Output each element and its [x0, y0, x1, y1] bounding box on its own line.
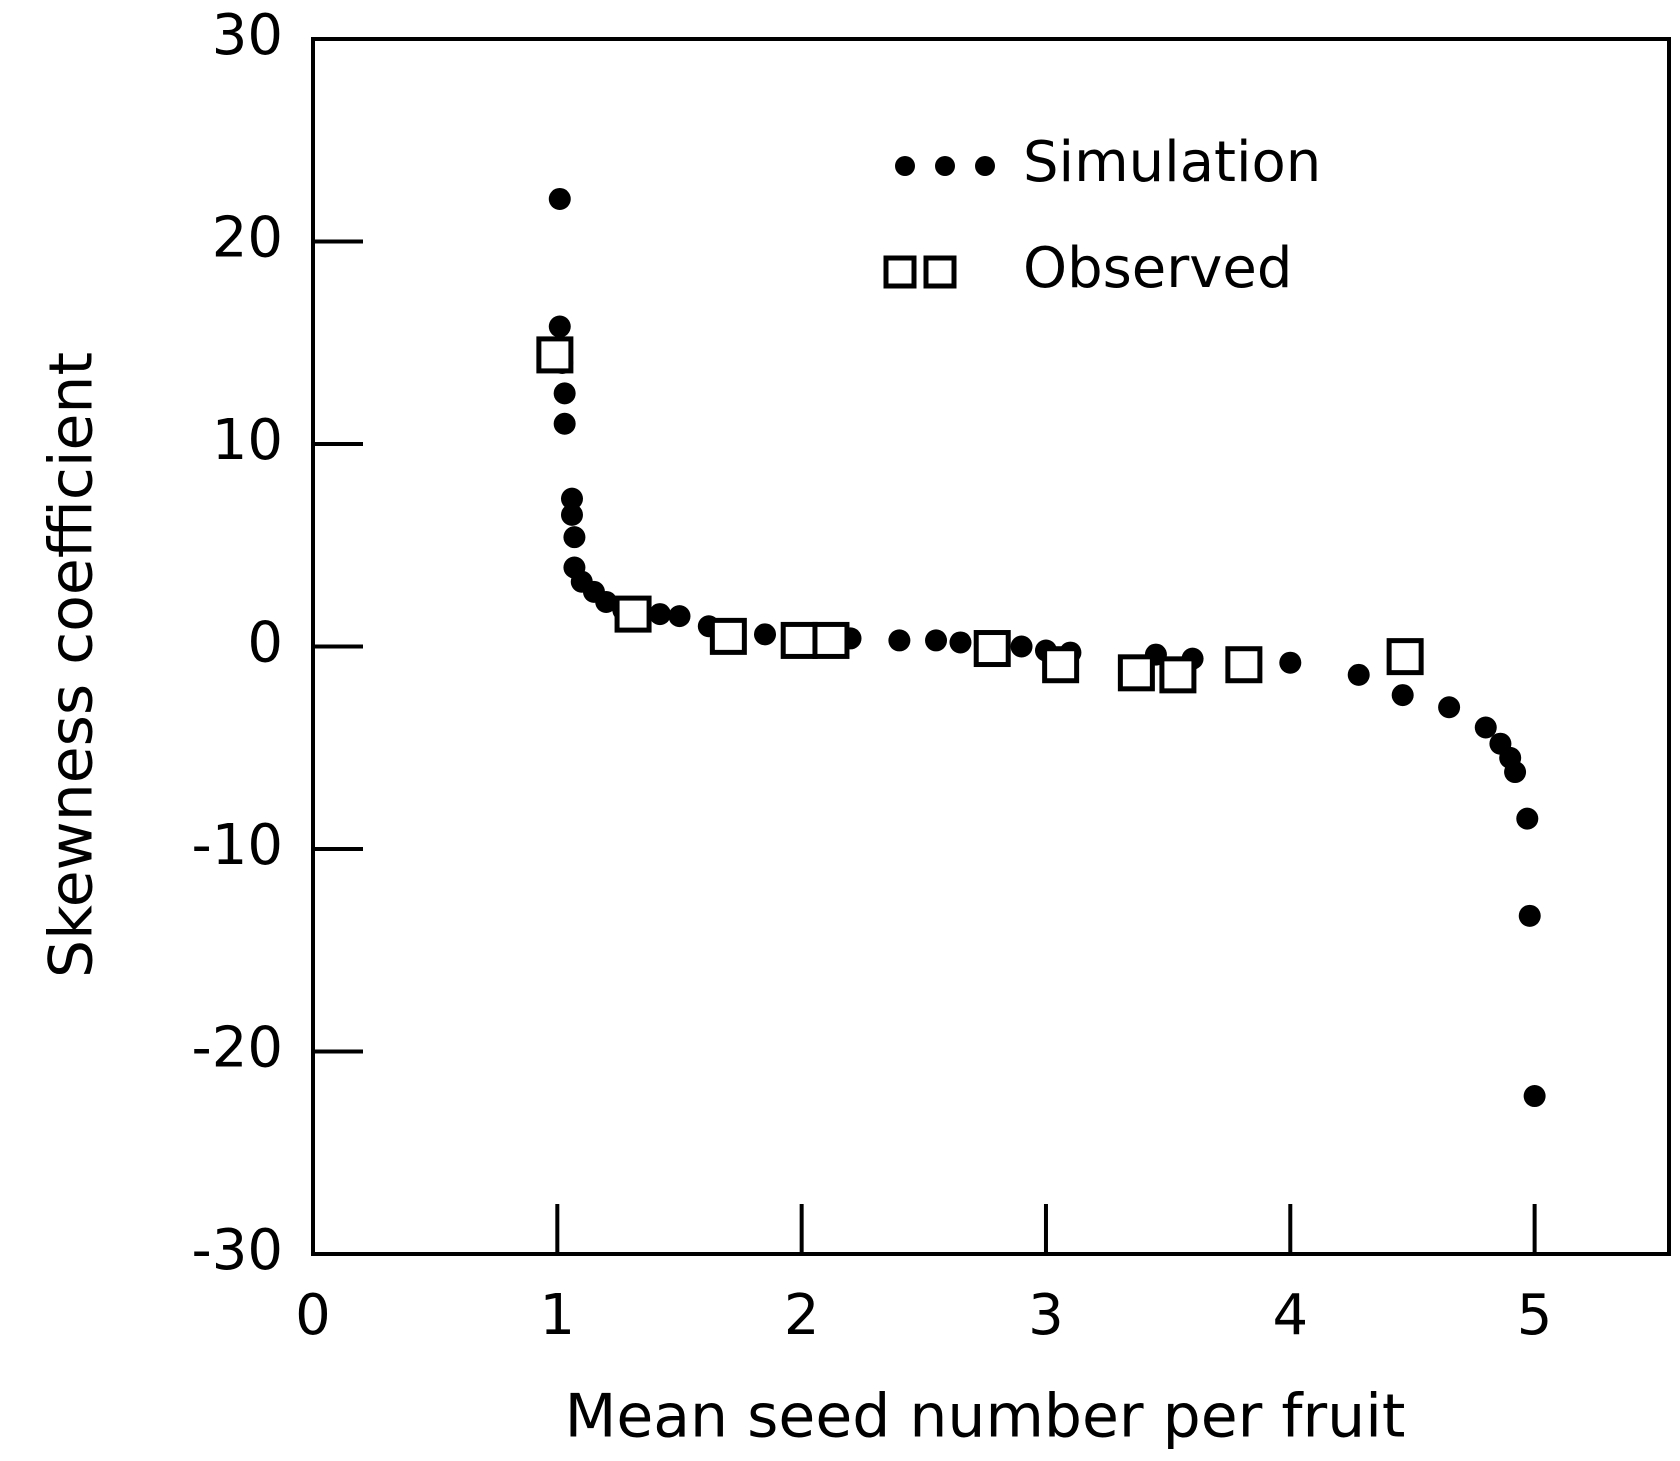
observed-point — [973, 630, 1011, 668]
observed-point — [1386, 638, 1424, 676]
y-tick-label: -30 — [192, 1218, 283, 1283]
simulation-point — [1518, 904, 1541, 927]
x-tick-label: 4 — [1272, 1283, 1308, 1348]
simulation-point — [1504, 761, 1527, 784]
simulation-point — [1010, 635, 1033, 658]
y-axis-label: Skewness coefficient — [37, 352, 107, 978]
simulation-point — [563, 526, 586, 549]
simulation-point — [888, 629, 911, 652]
simulation-point — [553, 412, 576, 435]
y-tick-label: 10 — [212, 408, 283, 473]
x-axis-label: Mean seed number per fruit — [565, 1382, 1406, 1452]
simulation-point — [1391, 684, 1414, 707]
simulation-point — [754, 623, 776, 646]
simulation-point — [1523, 1085, 1546, 1108]
observed-point — [1042, 646, 1080, 684]
simulation-point — [1279, 651, 1302, 674]
observed-point — [709, 617, 747, 655]
y-tick-label: -10 — [192, 813, 283, 878]
simulation-point — [1474, 716, 1497, 739]
simulation-point — [560, 503, 583, 526]
legend-marker — [935, 156, 955, 176]
x-tick-label: 2 — [784, 1283, 820, 1348]
simulation-point — [1438, 696, 1461, 719]
legend-marker — [923, 255, 957, 289]
simulation-point — [560, 487, 583, 510]
x-tick-label: 1 — [540, 1283, 576, 1348]
observed-point — [812, 621, 850, 659]
observed-point — [1159, 656, 1197, 694]
legend-label: Simulation — [1023, 130, 1321, 195]
observed-point — [1117, 654, 1155, 692]
observed-point — [536, 336, 574, 374]
observed-point — [780, 621, 818, 659]
simulation-point — [548, 315, 571, 338]
x-tick-label: 5 — [1517, 1283, 1553, 1348]
observed-point — [614, 595, 652, 633]
simulation-point — [595, 590, 618, 613]
legend-marker — [895, 156, 915, 176]
simulation-point — [925, 629, 948, 652]
legend-marker — [883, 255, 917, 289]
y-tick-label: -20 — [192, 1016, 283, 1081]
simulation-point — [949, 631, 972, 654]
simulation-point — [668, 605, 691, 628]
y-tick-label: 0 — [247, 611, 283, 676]
legend-label: Observed — [1023, 236, 1292, 301]
y-tick-label: 20 — [212, 206, 283, 271]
simulation-point — [1516, 807, 1539, 830]
x-tick-label: 0 — [295, 1283, 331, 1348]
observed-point — [1225, 646, 1263, 684]
simulation-point — [648, 603, 671, 626]
x-tick-label: 3 — [1028, 1283, 1064, 1348]
legend-marker — [975, 156, 995, 176]
simulation-point — [553, 382, 576, 405]
simulation-point — [1347, 663, 1370, 686]
y-tick-label: 30 — [212, 3, 283, 68]
simulation-point — [548, 187, 571, 210]
